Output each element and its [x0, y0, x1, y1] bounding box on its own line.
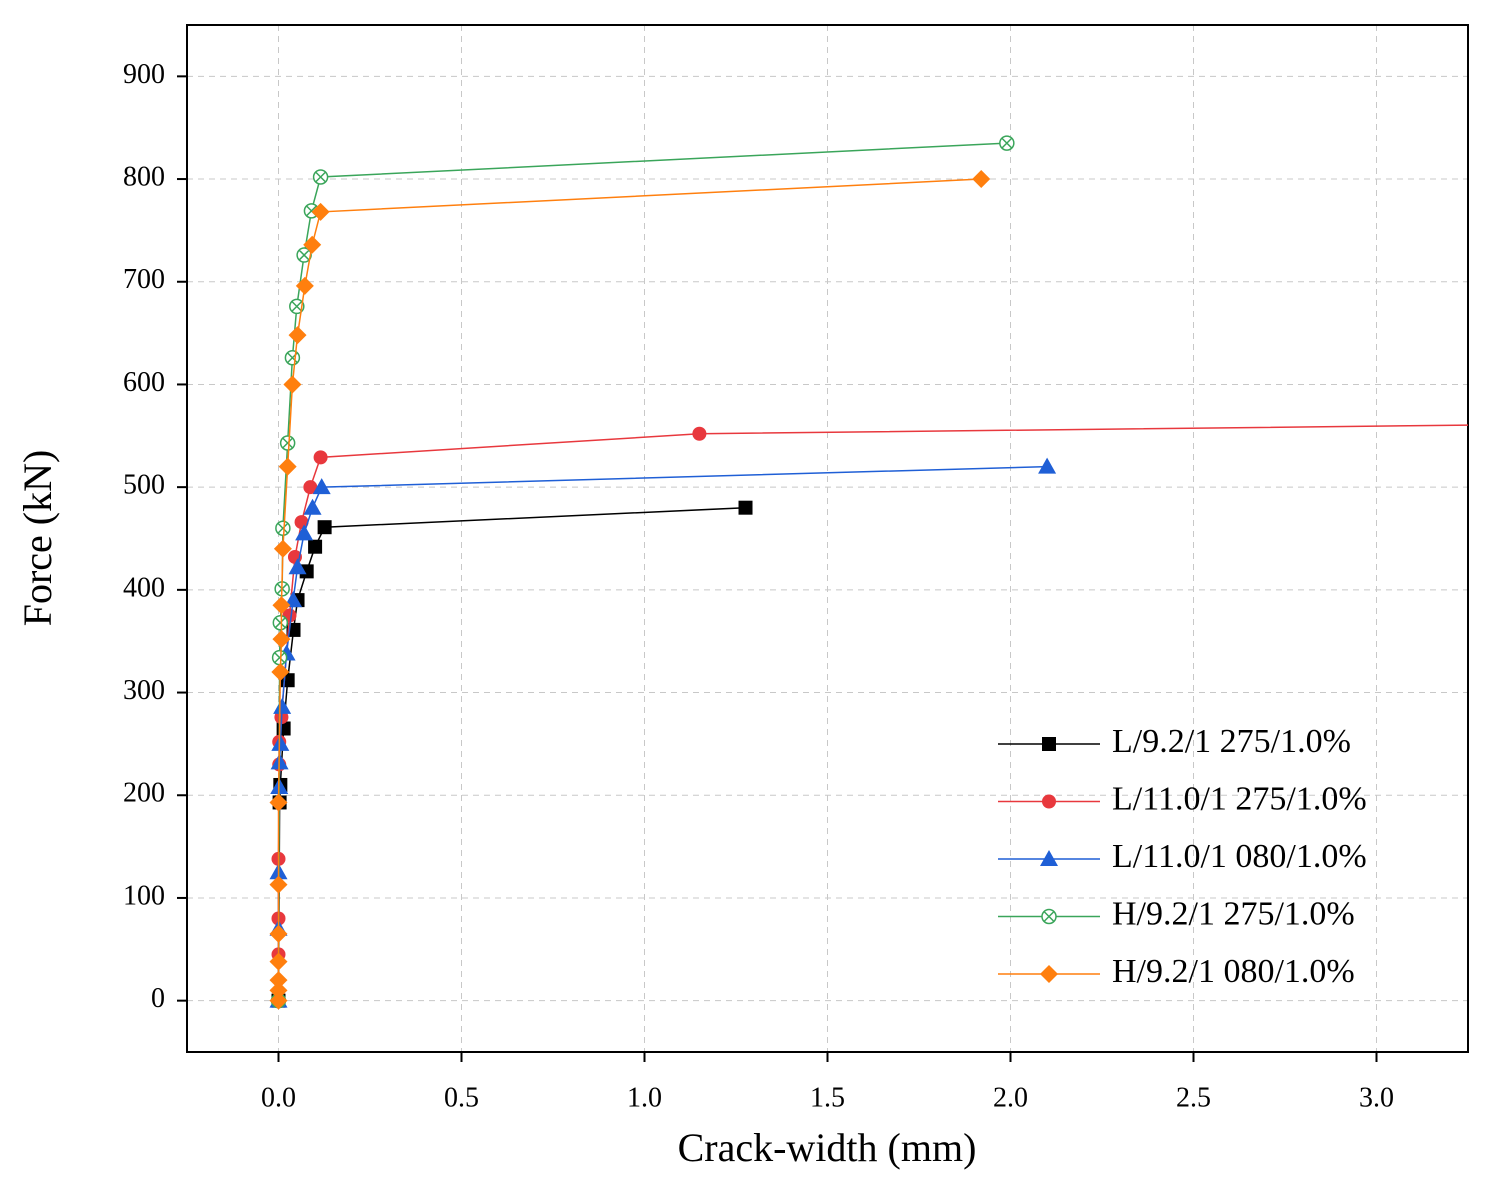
series: [269, 457, 1057, 1008]
y-tick-label: 0: [151, 983, 165, 1014]
legend-label: H/9.2/1 080/1.0%: [1112, 953, 1355, 990]
series-line: [277, 506, 746, 1001]
marker: [283, 375, 302, 394]
marker: [269, 991, 288, 1010]
marker: [269, 924, 288, 943]
legend-label: H/9.2/1 275/1.0%: [1112, 895, 1355, 932]
marker: [272, 596, 291, 615]
marker: [294, 515, 309, 530]
legend-label: L/9.2/1 275/1.0%: [1112, 723, 1351, 760]
marker: [269, 971, 288, 990]
x-tick-label: 1.5: [810, 1082, 845, 1113]
marker: [273, 697, 292, 714]
y-tick-label: 700: [123, 264, 165, 295]
series: [269, 170, 991, 1010]
y-tick-label: 100: [123, 880, 165, 911]
y-tick-label: 500: [123, 470, 165, 501]
series: [271, 500, 753, 1008]
marker: [272, 614, 289, 631]
legend-marker: [1042, 737, 1056, 751]
marker: [999, 135, 1015, 151]
marker: [271, 649, 288, 666]
marker: [295, 276, 314, 295]
marker: [269, 875, 288, 894]
marker: [279, 435, 296, 451]
x-tick-label: 0.5: [444, 1082, 479, 1113]
marker: [299, 564, 314, 579]
y-tick-label: 900: [123, 59, 165, 90]
marker: [273, 539, 292, 558]
marker: [269, 952, 288, 971]
marker: [311, 202, 330, 221]
marker: [738, 500, 753, 515]
legend-label: L/11.0/1 275/1.0%: [1112, 780, 1367, 817]
legend-marker: [1042, 794, 1056, 809]
marker: [278, 457, 297, 476]
legend-label: L/11.0/1 080/1.0%: [1112, 838, 1367, 875]
y-axis-title: Force (kN): [15, 450, 60, 627]
marker: [272, 630, 291, 649]
y-tick-label: 300: [123, 675, 165, 706]
marker: [275, 520, 291, 536]
x-tick-label: 0.0: [261, 1082, 296, 1113]
marker: [1038, 457, 1057, 474]
marker: [284, 350, 301, 366]
marker: [972, 170, 991, 189]
marker: [288, 558, 307, 575]
marker: [303, 480, 318, 495]
marker: [312, 169, 329, 185]
x-axis-title: Crack-width (mm): [678, 1125, 977, 1170]
marker: [269, 793, 288, 812]
y-tick-label: 600: [123, 367, 165, 398]
marker: [692, 426, 707, 441]
legend-marker: [1040, 850, 1058, 866]
series-line: [277, 465, 1048, 1001]
marker: [296, 247, 312, 263]
plot-frame: [186, 24, 1469, 1053]
marker: [312, 478, 331, 495]
marker: [269, 981, 288, 1000]
y-tick-label: 800: [123, 161, 165, 192]
marker: [288, 326, 307, 345]
marker: [308, 539, 323, 554]
marker: [271, 734, 290, 751]
marker: [303, 235, 322, 254]
marker: [271, 663, 290, 682]
x-tick-label: 3.0: [1359, 1082, 1394, 1113]
x-tick-label: 2.5: [1176, 1082, 1211, 1113]
series: [270, 135, 1015, 1009]
y-tick-label: 400: [123, 572, 165, 603]
x-tick-label: 2.0: [993, 1082, 1028, 1113]
series-line: [277, 142, 1007, 1001]
marker: [303, 498, 322, 515]
marker: [317, 520, 332, 535]
marker: [313, 450, 328, 465]
marker: [295, 524, 314, 541]
marker: [289, 298, 305, 315]
marker: [284, 591, 303, 608]
x-tick-label: 1.0: [627, 1082, 662, 1113]
y-tick-label: 200: [123, 778, 165, 809]
legend-marker: [1040, 965, 1058, 983]
legend-marker: [1041, 908, 1057, 925]
